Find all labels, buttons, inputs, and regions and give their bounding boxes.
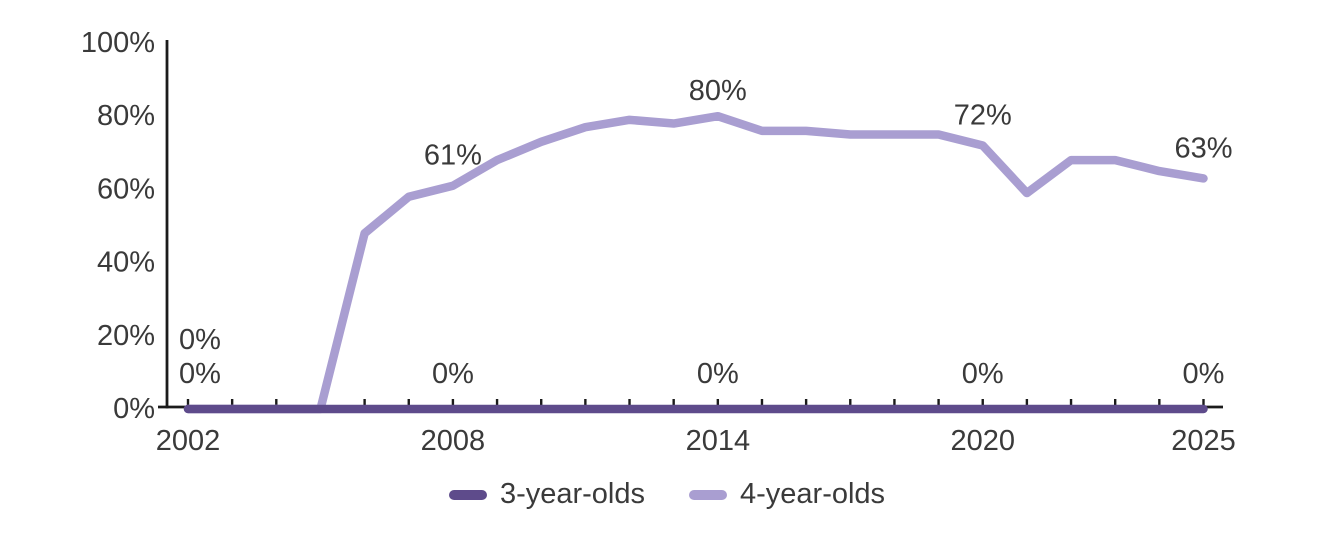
- data-label-4-year-olds-2025: 63%: [1174, 132, 1232, 164]
- y-tick-label-100%: 100%: [81, 27, 155, 59]
- series-line-4-year-olds: [183, 111, 1208, 414]
- legend-item-3-year-olds: 3-year-olds: [448, 478, 645, 510]
- legend-label-4-year-olds: 4-year-olds: [740, 478, 886, 510]
- legend-label-3-year-olds: 3-year-olds: [499, 478, 645, 510]
- data-label-4-year-olds-2008: 61%: [424, 140, 482, 172]
- data-label-3-year-olds-2002: 0%: [179, 358, 221, 390]
- y-tick-label-80%: 80%: [97, 100, 155, 132]
- x-tick-label-2014: 2014: [686, 425, 751, 457]
- y-tick-label-20%: 20%: [97, 320, 155, 352]
- y-tick-label-40%: 40%: [97, 247, 155, 279]
- legend-item-4-year-olds: 4-year-olds: [689, 480, 885, 509]
- data-label-3-year-olds-2020: 0%: [962, 358, 1004, 390]
- data-label-3-year-olds-2008: 0%: [432, 358, 474, 390]
- x-tick-label-2025: 2025: [1171, 425, 1236, 457]
- x-tick-label-2002: 2002: [156, 425, 221, 457]
- data-label-4-year-olds-2014: 80%: [689, 75, 747, 107]
- legend-swatch-3-year-olds: [448, 489, 487, 500]
- legend-swatch-4-year-olds: [689, 489, 727, 500]
- legend: 3-year-olds 4-year-olds: [0, 480, 1334, 509]
- data-label-4-year-olds-2002: 0%: [179, 324, 221, 356]
- x-tick-label-2008: 2008: [421, 425, 486, 457]
- y-tick-label-0%: 0%: [113, 393, 155, 425]
- x-tick-label-2020: 2020: [950, 425, 1015, 457]
- data-label-3-year-olds-2014: 0%: [697, 358, 739, 390]
- data-label-3-year-olds-2025: 0%: [1183, 358, 1225, 390]
- data-label-4-year-olds-2020: 72%: [954, 99, 1012, 131]
- y-tick-label-60%: 60%: [97, 173, 155, 205]
